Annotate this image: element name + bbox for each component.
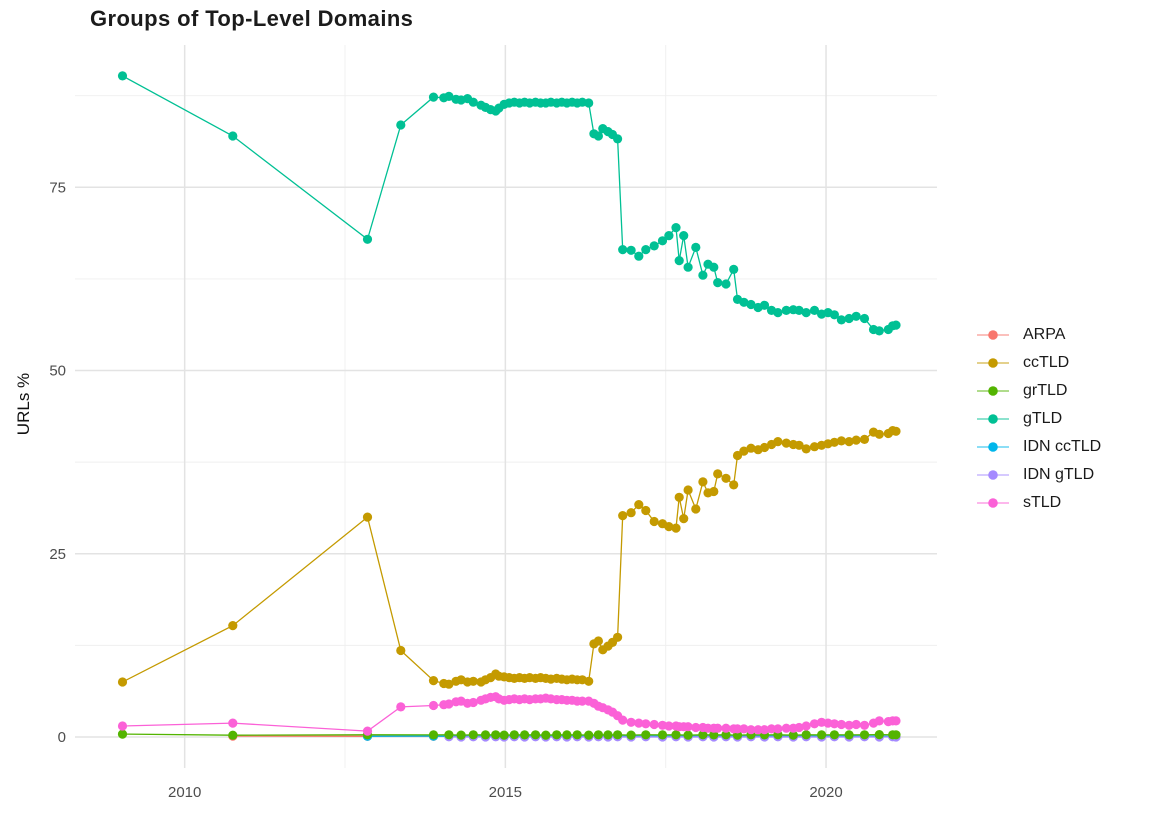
legend-label: ccTLD [1023,354,1070,371]
gridlines-major [75,45,937,768]
y-tick-label: 0 [58,729,66,746]
x-tick-label: 2010 [168,784,201,801]
legend-item-stld: sTLD [976,489,1101,517]
legend-label: sTLD [1023,494,1062,511]
legend-key-icon [977,470,1009,480]
series-points [117,729,901,740]
legend-key-icon [977,414,1009,424]
series-gtld [117,71,901,336]
chart-title: Groups of Top-Level Domains [90,6,414,31]
y-tick-label: 50 [49,363,66,380]
legend-item-idn-cctld: IDN ccTLD [976,433,1101,461]
legend-item-arpa: ARPA [976,321,1101,349]
x-tick-label: 2015 [489,784,522,801]
x-tick-label: 2020 [809,784,842,801]
y-tick-label: 25 [49,546,66,563]
series-points [117,692,901,736]
series-line [122,75,897,332]
series-cctld [117,426,901,689]
legend: ARPA ccTLD grTLD gTLD IDN ccTLD IDN gTLD sTLD [976,321,1101,517]
legend-key-icon [977,442,1009,452]
legend-item-gtld: gTLD [976,405,1101,433]
legend-key-icon [977,386,1009,396]
series-points [117,71,901,336]
legend-label: grTLD [1023,382,1068,399]
legend-key-icon [977,498,1009,508]
series-stld [117,692,901,736]
legend-item-grtld: grTLD [976,377,1101,405]
legend-item-cctld: ccTLD [976,349,1101,377]
legend-label: ARPA [1023,326,1066,343]
legend-label: gTLD [1023,410,1063,427]
legend-item-idn-gtld: IDN gTLD [976,461,1101,489]
series-line [122,429,897,685]
y-tick-label: 75 [49,179,66,196]
legend-key-icon [977,330,1009,340]
series-grtld [117,729,901,740]
series-points [117,426,901,689]
legend-label: IDN ccTLD [1023,438,1102,455]
legend-label: IDN gTLD [1023,466,1095,483]
axis-tick-labels: 0 25 50 75 2010 2015 2020 [49,179,842,801]
legend-key-icon [977,358,1009,368]
